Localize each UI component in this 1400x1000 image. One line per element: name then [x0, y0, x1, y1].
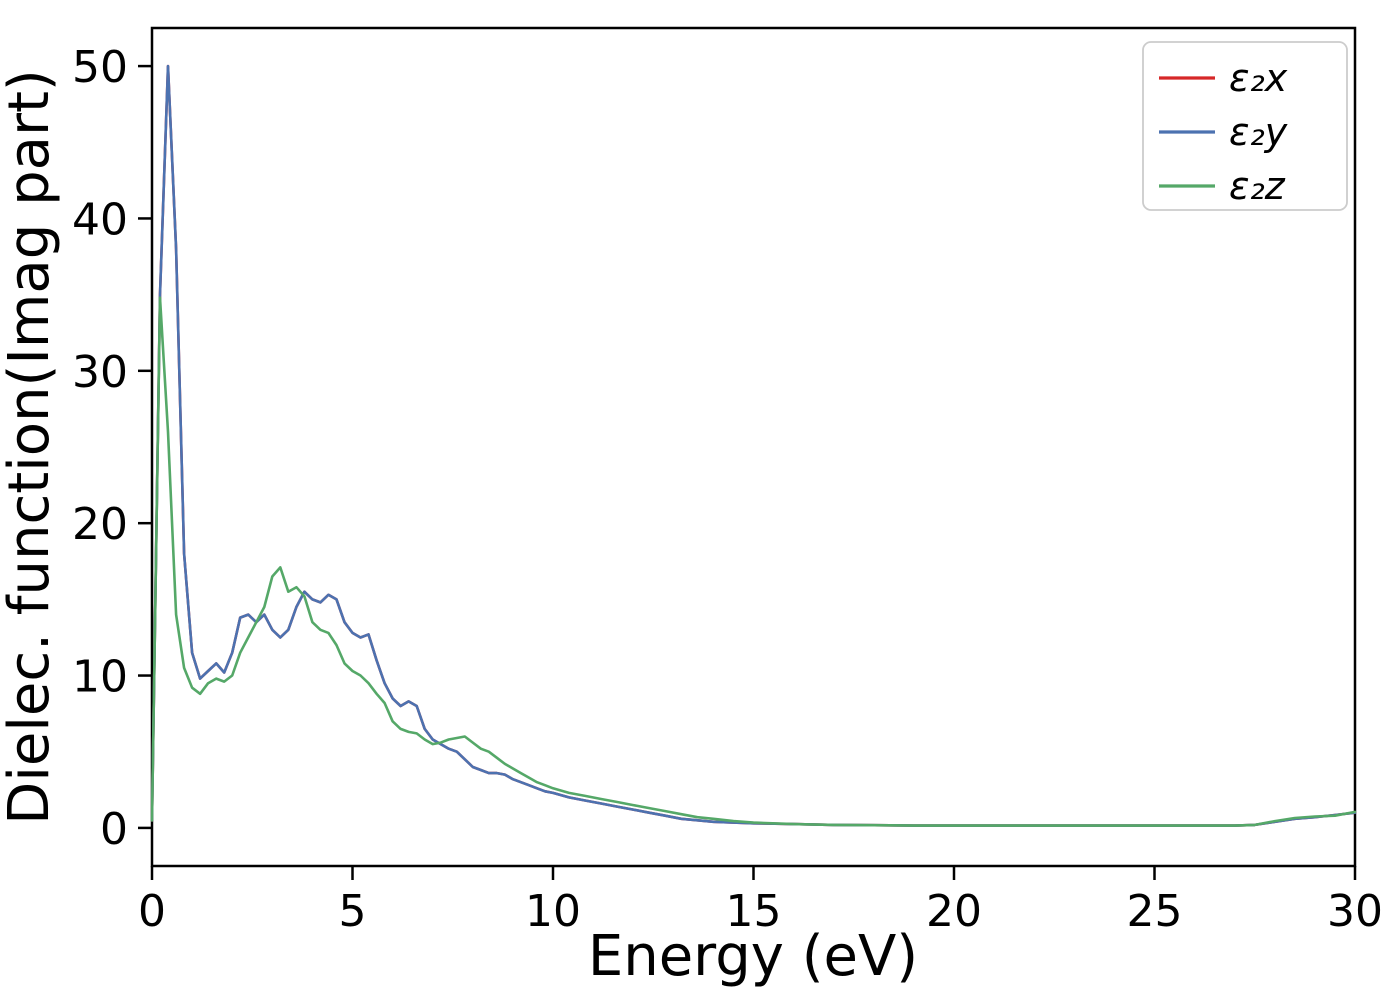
x-tick-label: 20	[926, 886, 982, 937]
y-tick-label: 40	[72, 194, 128, 245]
x-tick-label: 30	[1327, 886, 1383, 937]
y-tick-label: 30	[72, 347, 128, 398]
series-lines	[150, 64, 1357, 827]
x-axis-ticks: 0 5 10 15 20 25 30	[138, 866, 1383, 937]
x-tick-label: 15	[726, 886, 782, 937]
legend-item-label: ε₂x	[1229, 56, 1288, 100]
y-tick-label: 0	[100, 804, 128, 855]
legend: ε₂x ε₂y ε₂z	[1142, 41, 1348, 211]
y-tick-label: 20	[72, 499, 128, 550]
x-axis-label: Energy (eV)	[588, 924, 918, 989]
x-tick-label: 10	[525, 886, 581, 937]
legend-box	[1142, 41, 1348, 211]
y-tick-label: 10	[72, 652, 128, 703]
legend-item-label: ε₂y	[1229, 110, 1288, 154]
y-axis-label: Dielec. function(Imag part)	[0, 69, 62, 825]
x-tick-label: 25	[1127, 886, 1183, 937]
legend-item-label: ε₂z	[1229, 164, 1286, 208]
y-tick-label: 50	[72, 42, 128, 93]
series-line-3	[150, 296, 1357, 827]
x-tick-label: 5	[339, 886, 367, 937]
x-tick-label: 0	[138, 886, 166, 937]
y-axis-ticks: 0 10 20 30 40 50	[72, 42, 152, 855]
